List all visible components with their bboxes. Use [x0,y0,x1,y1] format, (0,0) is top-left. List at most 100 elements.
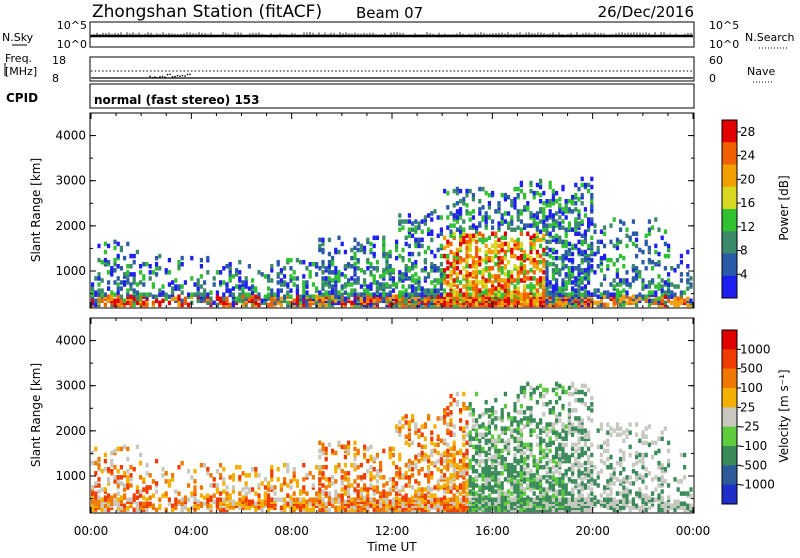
power-echo-cell [168,301,171,306]
velocity-echo-cell [181,508,184,513]
velocity-echo-cell [533,418,536,423]
velocity-echo-cell [497,477,500,482]
power-echo-cell [328,280,331,285]
power-echo-cell [629,297,632,302]
power-echo-cell [277,297,280,302]
power-echo-cell [462,197,465,202]
power-echo-cell [542,292,545,297]
power-echo-cell [267,297,270,302]
nave-label: Nave [747,65,775,78]
power-echo-cell [657,260,660,265]
velocity-echo-cell [101,502,104,507]
velocity-echo-cell [494,439,497,444]
velocity-echo-cell [398,453,401,458]
freq-dip-mark [184,75,186,77]
velocity-echo-cell [126,479,129,484]
power-echo-cell [616,242,619,247]
velocity-echo-cell [296,497,299,502]
power-echo-cell [331,260,334,265]
power-colorbar-tick-label: 20 [740,172,755,186]
power-echo-cell [590,236,593,241]
velocity-echo-cell [123,508,126,513]
velocity-echo-cell [539,457,542,462]
power-echo-cell [667,272,670,277]
power-echo-cell [571,290,574,295]
power-echo-cell [350,292,353,297]
power-echo-cell [587,262,590,267]
power-echo-cell [469,189,472,194]
velocity-echo-cell [117,469,120,474]
velocity-echo-cell [526,483,529,488]
power-echo-cell [149,270,152,275]
power-echo-cell [478,221,481,226]
power-echo-cell [593,288,596,293]
power-echo-cell [536,191,539,196]
power-echo-cell [533,195,536,200]
power-echo-cell [126,270,129,275]
power-echo-cell [126,242,129,247]
velocity-echo-cell [587,459,590,464]
power-echo-cell [545,223,548,228]
velocity-echo-cell [113,465,116,470]
power-echo-cell [491,286,494,291]
power-echo-cell [145,292,148,297]
power-echo-cell [472,197,475,202]
velocity-echo-cell [574,449,577,454]
velocity-echo-cell [453,445,456,450]
power-echo-cell [280,278,283,283]
power-echo-cell [536,254,539,259]
velocity-echo-cell [513,495,516,500]
power-echo-cell [395,240,398,245]
velocity-echo-cell [587,447,590,452]
velocity-echo-cell [501,449,504,454]
power-echo-cell [481,240,484,245]
power-echo-cell [625,290,628,295]
power-echo-cell [305,299,308,304]
power-echo-cell [110,294,113,299]
velocity-echo-cell [193,495,196,500]
power-echo-cell [366,284,369,289]
power-echo-cell [392,276,395,281]
velocity-echo-cell [545,497,548,502]
velocity-echo-cell [305,491,308,496]
power-echo-cell [606,264,609,269]
power-echo-cell [117,276,120,281]
power-echo-cell [453,262,456,267]
power-echo-cell [510,274,513,279]
power-echo-cell [517,187,520,192]
power-echo-cell [417,292,420,297]
power-echo-cell [283,274,286,279]
velocity-echo-cell [510,416,513,421]
power-echo-cell [321,242,324,247]
velocity-echo-cell [315,465,318,470]
velocity-echo-cell [568,477,571,482]
power-echo-cell [446,215,449,220]
power-echo-cell [331,278,334,283]
velocity-echo-cell [545,402,548,407]
power-echo-cell [673,268,676,273]
power-colorbar-tick-label: 28 [740,125,755,139]
power-echo-cell [533,191,536,196]
power-echo-cell [389,274,392,279]
power-echo-cell [353,288,356,293]
power-echo-cell [622,264,625,269]
velocity-echo-cell [245,502,248,507]
velocity-echo-cell [577,483,580,488]
power-echo-cell [331,270,334,275]
power-echo-cell [117,282,120,287]
velocity-echo-cell [97,504,100,509]
power-echo-cell [293,276,296,281]
velocity-echo-cell [558,443,561,448]
power-echo-cell [683,290,686,295]
power-echo-cell [526,270,529,275]
power-echo-cell [654,284,657,289]
power-echo-cell [465,189,468,194]
power-echo-cell [270,268,273,273]
velocity-echo-cell [456,463,459,468]
power-echo-cell [264,274,267,279]
velocity-echo-cell [462,485,465,490]
velocity-echo-cell [382,483,385,488]
power-echo-cell [350,276,353,281]
power-echo-cell [328,238,331,243]
